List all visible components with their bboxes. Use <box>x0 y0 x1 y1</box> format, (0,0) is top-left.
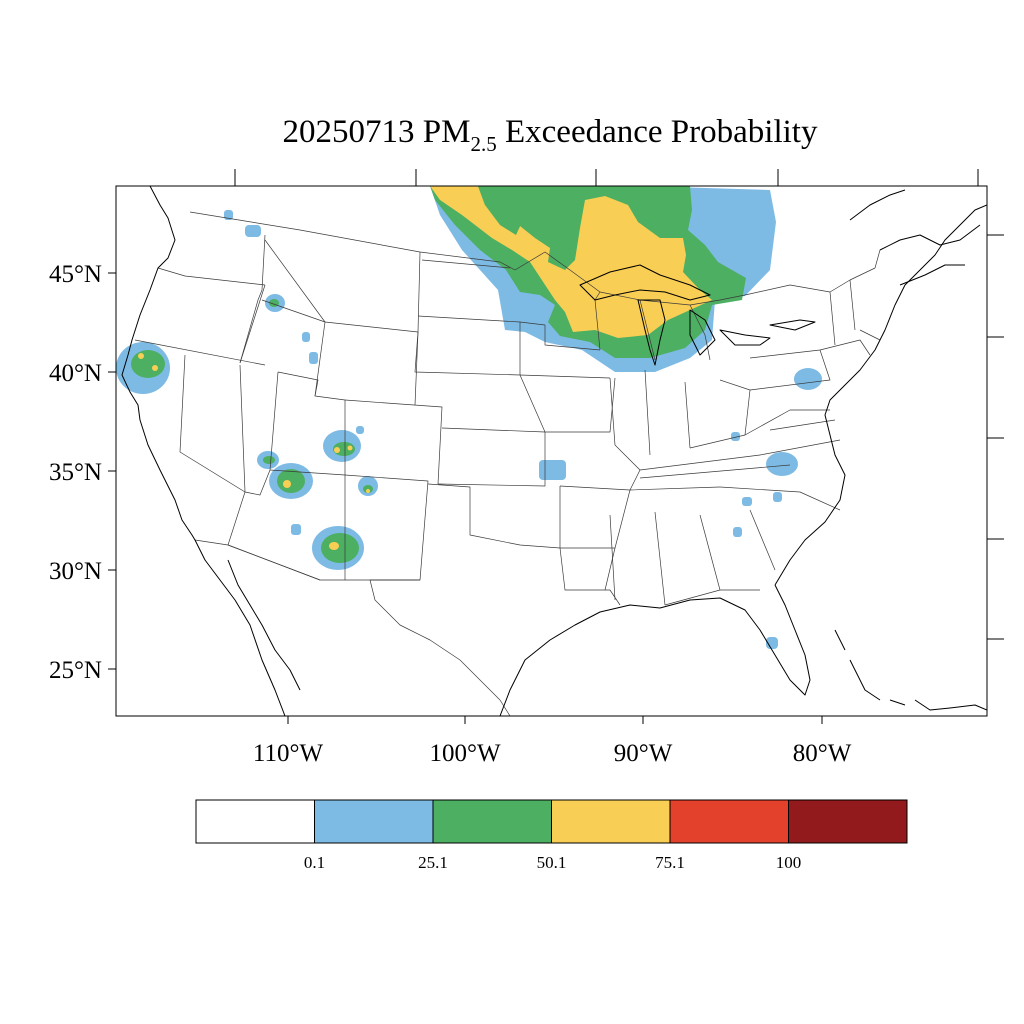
ok-tx-border <box>427 483 561 549</box>
hotspot-yellow-nm-south <box>329 542 339 550</box>
spot-blue-az-small <box>291 524 301 535</box>
nv-border <box>179 354 246 493</box>
colorbar-label: 100 <box>776 853 802 872</box>
plot-frame <box>115 185 988 717</box>
ar-border <box>559 485 631 549</box>
spot-blue-va <box>766 452 798 476</box>
colorbar-box-4 <box>669 799 789 844</box>
longitude-labels: 110°W 100°W 90°W 80°W <box>253 740 852 767</box>
hotspot-green-az-north <box>263 456 275 464</box>
lat-label: 35°N <box>49 459 102 486</box>
co-border <box>344 399 443 485</box>
oh-ky-border <box>639 379 761 471</box>
colorbar-box-0 <box>195 799 315 844</box>
spot-blue-wa <box>224 210 233 220</box>
nc-va-border <box>744 409 841 456</box>
map-title: 20250713 PM2.5 Exceedance Probability <box>283 114 818 156</box>
colorbar-box-3 <box>551 799 671 844</box>
map-plot-area <box>116 186 987 716</box>
spot-blue-pa <box>794 368 822 390</box>
atlantic-coast <box>774 204 987 586</box>
hotspot-green-oregon <box>131 350 165 378</box>
tx-border <box>369 579 511 716</box>
spot-blue-co-small <box>356 426 364 434</box>
latitude-labels: 45°N 40°N 35°N 30°N 25°N <box>49 261 102 684</box>
baja-gulf-coast <box>227 559 301 691</box>
colorbar-box-5 <box>788 799 908 844</box>
colorbar-label: 25.1 <box>418 853 448 872</box>
colorbar-box-2 <box>432 799 552 844</box>
fl-border <box>664 589 760 606</box>
bahamas-outline <box>834 629 987 711</box>
state-borders <box>134 211 881 716</box>
pacific-coast <box>121 186 286 716</box>
hotspot-yellow-nm-north-b <box>347 445 353 451</box>
hotspot-green-az <box>277 469 305 493</box>
ga-sc-border <box>699 486 841 591</box>
spot-blue-nc <box>773 492 782 502</box>
spot-blue-tn <box>742 497 752 506</box>
colorbar: 0.1 25.1 50.1 75.1 100 <box>195 799 908 872</box>
tick-marks <box>108 169 1004 724</box>
spot-blue-ky <box>731 432 740 441</box>
colorbar-box-1 <box>314 799 434 844</box>
colorbar-label: 0.1 <box>304 853 325 872</box>
lat-label: 25°N <box>49 657 102 684</box>
hotspot-green-nm-south <box>321 533 359 563</box>
id-border <box>239 234 266 364</box>
ne-states-border <box>829 279 881 346</box>
tn-border <box>629 464 791 491</box>
mn-ia-border <box>519 321 611 379</box>
hotspot-yellow-oregon-b <box>152 365 158 371</box>
spot-blue-ga <box>733 527 742 537</box>
nd-sd-border <box>417 251 521 333</box>
canada-coast <box>849 189 981 286</box>
il-in-border <box>609 369 691 471</box>
spot-blue-nevada <box>302 332 310 342</box>
mexico-border <box>194 539 420 581</box>
hotspot-yellow-nm-north <box>334 447 340 453</box>
spot-blue-utah <box>309 352 318 364</box>
colorbar-label: 50.1 <box>537 853 567 872</box>
lat-label: 40°N <box>49 360 102 387</box>
mt-border <box>239 239 326 364</box>
ks-border <box>437 427 546 487</box>
hotspot-yellow-nm-east <box>366 489 370 493</box>
plume-green-inner <box>478 186 522 235</box>
ne-border <box>414 322 521 376</box>
ms-al-border <box>609 486 721 606</box>
lon-label: 90°W <box>614 740 673 767</box>
lon-label: 110°W <box>253 740 324 767</box>
wy-border <box>314 321 419 406</box>
hotspot-yellow-az <box>283 480 291 488</box>
lon-label: 80°W <box>793 740 852 767</box>
mo-border <box>519 374 616 433</box>
colorbar-label: 75.1 <box>655 853 685 872</box>
lon-label: 100°W <box>429 740 500 767</box>
pa-ny-border <box>749 339 871 391</box>
gulf-coast <box>499 584 811 716</box>
great-lakes-outline <box>579 264 816 366</box>
or-ca-border <box>134 339 266 366</box>
lat-label: 45°N <box>49 261 102 288</box>
spot-blue-ok <box>539 460 566 480</box>
spot-blue-wa-2 <box>245 225 261 237</box>
wa-or-border <box>157 267 266 286</box>
lat-label: 30°N <box>49 558 102 585</box>
hotspot-yellow-oregon-a <box>138 353 144 359</box>
spot-blue-fl <box>766 637 778 649</box>
coastlines <box>121 186 987 716</box>
